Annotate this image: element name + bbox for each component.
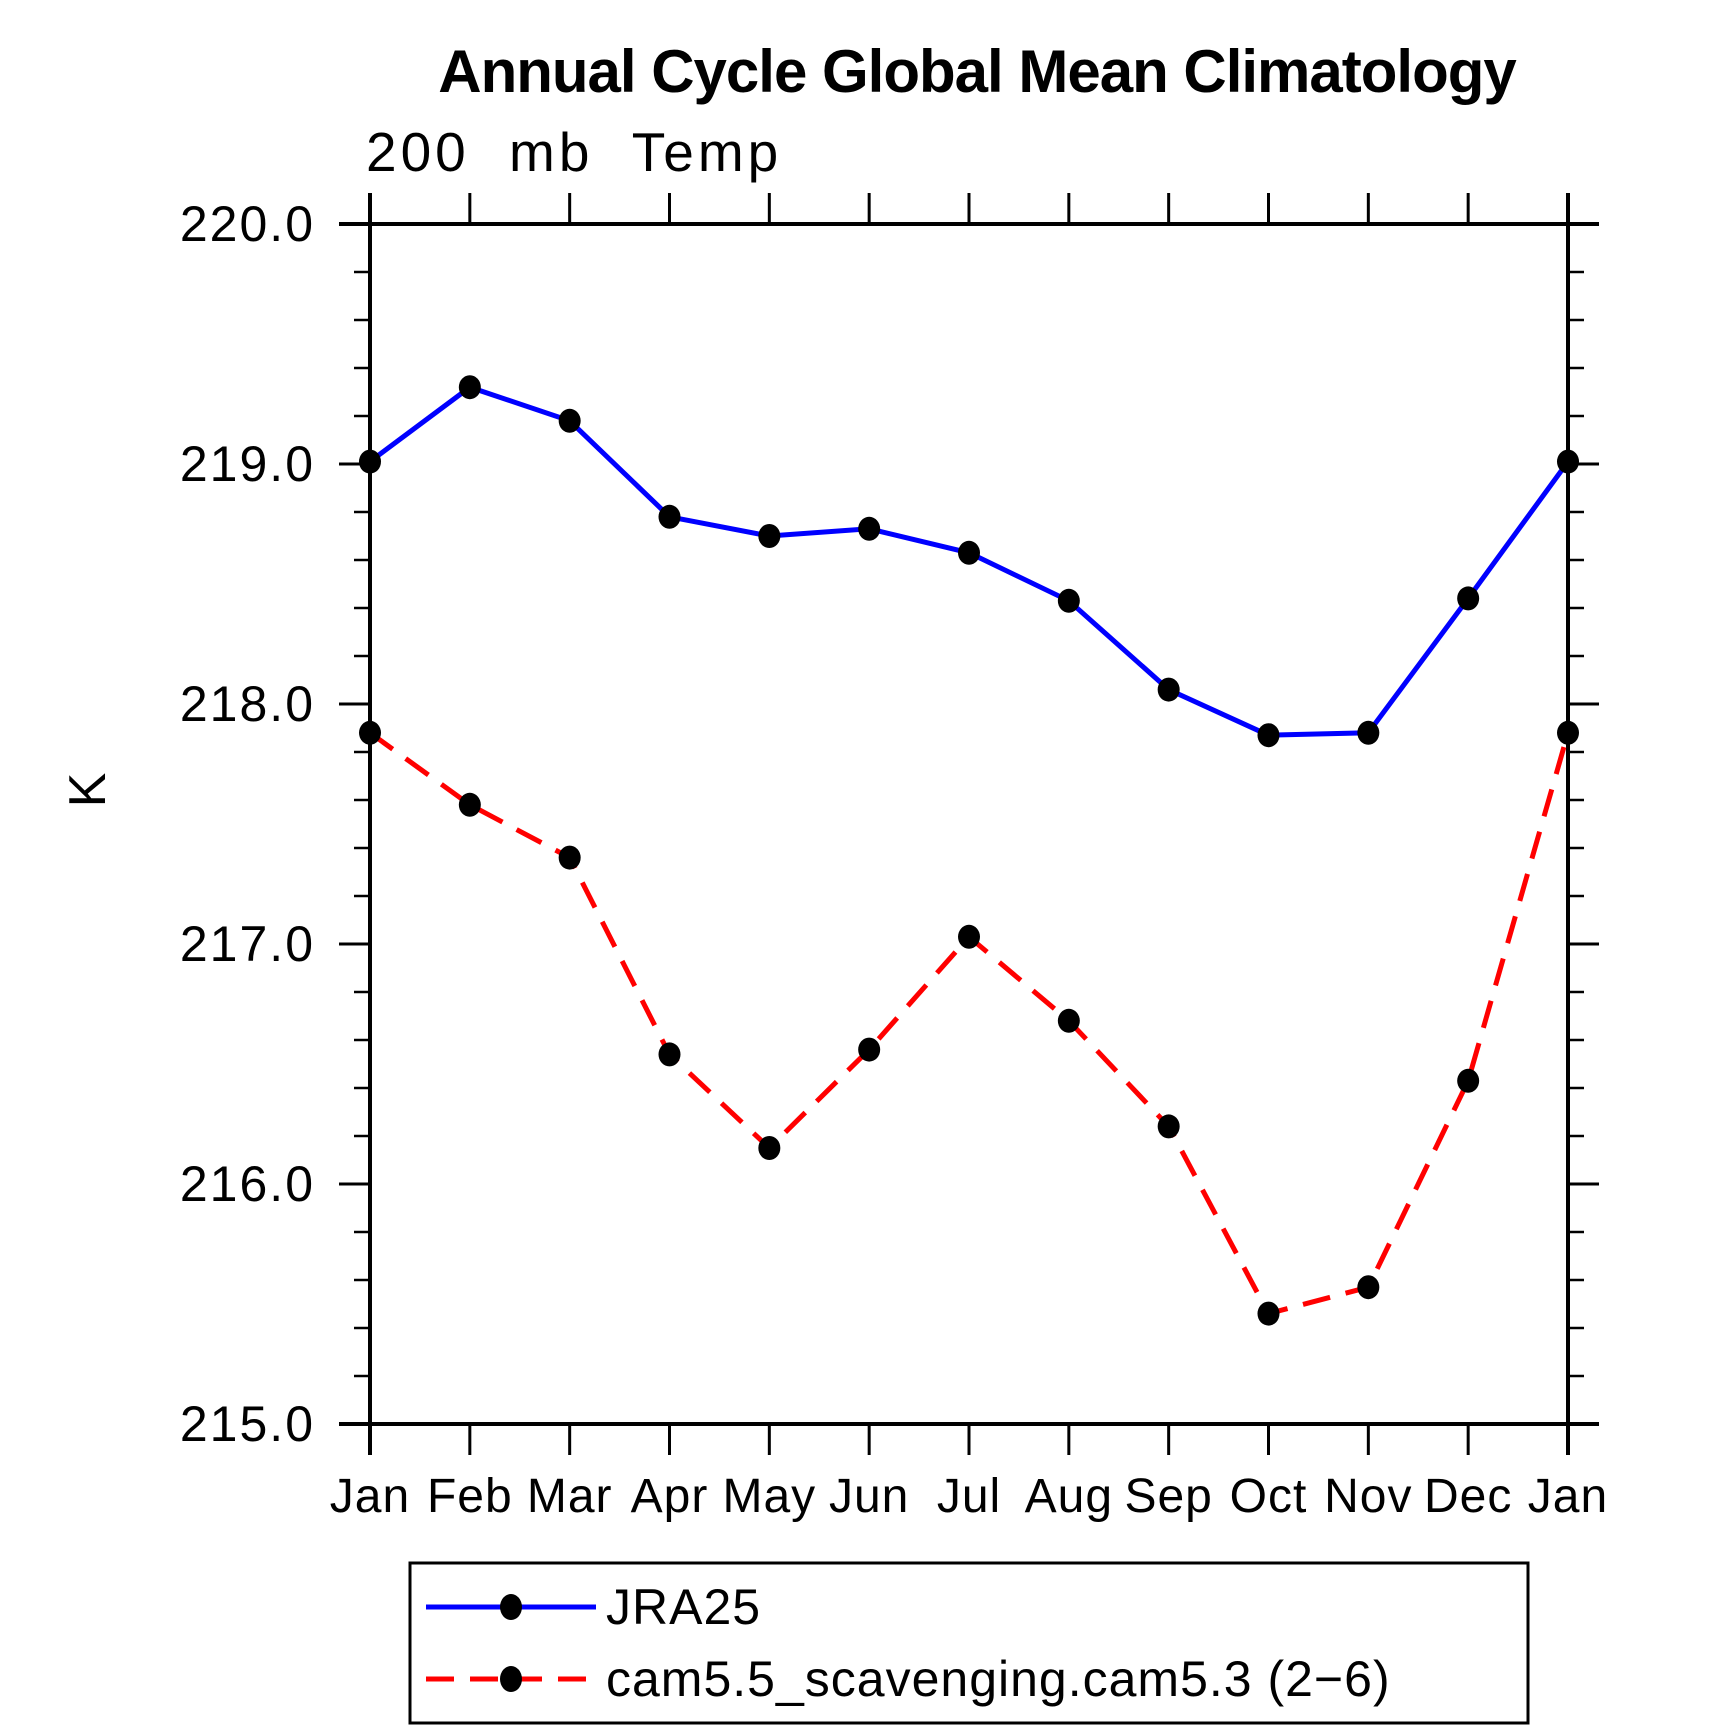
x-tick-label: Jun <box>829 1470 909 1523</box>
chart-title: Annual Cycle Global Mean Climatology <box>438 38 1517 105</box>
x-tick-label: Feb <box>427 1470 513 1523</box>
data-point-jra25 <box>1057 588 1080 613</box>
data-point-cam5-5-scavenging-cam5-3-2-6 <box>958 924 980 949</box>
data-point-jra25 <box>1257 723 1280 748</box>
x-tick-label: Oct <box>1230 1470 1308 1523</box>
data-point-jra25 <box>558 408 581 433</box>
data-point-cam5-5-scavenging-cam5-3-2-6 <box>1457 1068 1480 1093</box>
data-point-jra25 <box>958 540 980 565</box>
x-tick-label: Apr <box>631 1470 709 1523</box>
x-tick-label: Sep <box>1124 1470 1212 1523</box>
chart-subtitle: 200 mb Temp <box>366 121 782 183</box>
data-point-jra25 <box>1357 720 1380 745</box>
data-point-jra25 <box>359 449 381 474</box>
data-point-cam5-5-scavenging-cam5-3-2-6 <box>458 792 481 817</box>
y-tick-label: 215.0 <box>180 1396 315 1452</box>
legend-box <box>408 1561 1530 1725</box>
data-point-cam5-5-scavenging-cam5-3-2-6 <box>1557 720 1579 745</box>
y-tick-label: 218.0 <box>180 676 315 732</box>
data-point-jra25 <box>1457 586 1480 611</box>
y-tick-label: 216.0 <box>180 1156 315 1212</box>
y-tick-label: 220.0 <box>180 196 315 252</box>
y-axis-label: K <box>59 772 117 807</box>
data-point-cam5-5-scavenging-cam5-3-2-6 <box>658 1042 681 1067</box>
y-tick-label: 217.0 <box>180 916 315 972</box>
data-point-cam5-5-scavenging-cam5-3-2-6 <box>1257 1301 1280 1326</box>
series-layer <box>359 375 1579 1326</box>
data-point-jra25 <box>1557 449 1579 474</box>
x-tick-label: Jan <box>1528 1470 1608 1523</box>
legend-layer: JRA25 cam5.5_scavenging.cam5.3 (2−6) <box>408 1561 1530 1725</box>
x-tick-label: Aug <box>1025 1470 1113 1523</box>
x-tick-label: Mar <box>527 1470 613 1523</box>
data-point-jra25 <box>1157 677 1180 702</box>
data-point-cam5-5-scavenging-cam5-3-2-6 <box>558 845 581 870</box>
data-point-cam5-5-scavenging-cam5-3-2-6 <box>858 1037 881 1062</box>
data-point-jra25 <box>858 516 881 541</box>
legend-label: cam5.5_scavenging.cam5.3 (2−6) <box>606 1651 1391 1707</box>
x-tick-label: Nov <box>1324 1470 1412 1523</box>
x-tick-label: Dec <box>1424 1470 1512 1523</box>
data-point-cam5-5-scavenging-cam5-3-2-6 <box>758 1136 781 1160</box>
legend-marker <box>500 1666 522 1692</box>
data-point-cam5-5-scavenging-cam5-3-2-6 <box>1057 1008 1080 1033</box>
labels-layer: Annual Cycle Global Mean Climatology 200… <box>59 38 1518 807</box>
x-tick-label: May <box>722 1470 816 1523</box>
axes-layer: Jan Feb Mar Apr May Jun Jul Aug Sep Oct Nov Dec Jan 2… <box>180 193 1608 1523</box>
x-tick-label: Jan <box>330 1470 410 1523</box>
y-tick-label: 219.0 <box>180 436 315 492</box>
legend-marker <box>500 1594 522 1620</box>
data-point-jra25 <box>458 375 481 400</box>
data-point-cam5-5-scavenging-cam5-3-2-6 <box>359 720 381 745</box>
series-line-cam5-5-scavenging-cam5-3-2-6 <box>368 730 1571 1317</box>
data-point-cam5-5-scavenging-cam5-3-2-6 <box>1157 1114 1180 1139</box>
data-point-jra25 <box>658 504 681 529</box>
data-point-cam5-5-scavenging-cam5-3-2-6 <box>1357 1275 1380 1300</box>
legend-label: JRA25 <box>606 1579 761 1635</box>
x-tick-label: Jul <box>937 1470 1001 1523</box>
data-point-jra25 <box>758 524 781 548</box>
